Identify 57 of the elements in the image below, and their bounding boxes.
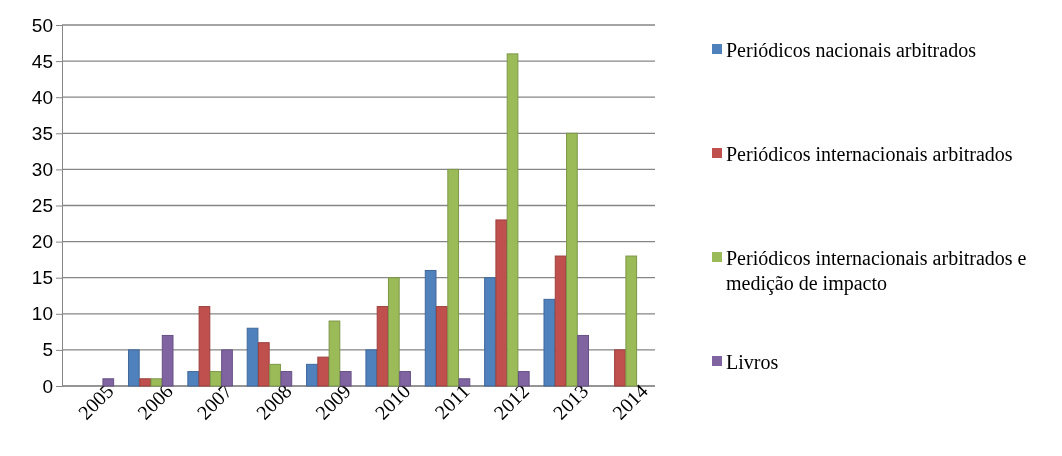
bar [543, 298, 556, 387]
bar [458, 378, 471, 387]
bar [387, 277, 400, 387]
bar [517, 371, 530, 387]
bar [554, 255, 567, 387]
y-tick-label: 30 [31, 158, 53, 180]
x-tick-label: 2010 [370, 379, 415, 424]
bar [399, 371, 411, 387]
bar [424, 269, 437, 387]
legend-label: Livros [726, 351, 779, 373]
bar [139, 378, 151, 387]
y-tick-label: 0 [42, 375, 53, 397]
x-tick-label: 2011 [430, 379, 474, 423]
bar [198, 306, 211, 387]
bar [187, 371, 200, 387]
bar [447, 168, 460, 387]
bar [317, 356, 330, 387]
bar [246, 327, 259, 387]
bar [506, 53, 519, 387]
bar [376, 306, 389, 387]
y-tick-label: 50 [31, 14, 53, 36]
bar [365, 349, 378, 387]
x-tick-label: 2013 [548, 379, 593, 424]
bar [436, 306, 448, 387]
x-tick-label: 2012 [489, 379, 534, 424]
y-tick-label: 25 [31, 195, 53, 217]
bar [150, 378, 163, 387]
bar [257, 342, 270, 387]
bar [269, 363, 281, 387]
y-tick-label: 40 [31, 86, 53, 108]
x-tick-label: 2007 [192, 379, 237, 424]
bar [221, 349, 233, 387]
bar [484, 277, 496, 387]
x-tick-label: 2006 [133, 379, 177, 424]
y-tick-label: 35 [31, 122, 53, 144]
x-tick-label: 2009 [311, 379, 355, 424]
legend-label: Periódicos nacionais arbitrados [726, 39, 977, 61]
bar [127, 349, 140, 387]
bar [339, 371, 352, 387]
legend-label: Periódicos internacionais arbitrados [726, 143, 1013, 165]
bar [306, 363, 318, 387]
x-tick-label: 2005 [73, 379, 118, 424]
bar [495, 219, 508, 387]
bar [102, 378, 115, 387]
y-tick-label: 45 [31, 50, 53, 72]
y-tick-label: 20 [31, 231, 53, 253]
bar [566, 132, 578, 387]
bar [328, 320, 341, 387]
bar [209, 371, 222, 387]
x-tick-label: 2008 [251, 379, 296, 424]
y-tick-label: 15 [31, 267, 53, 289]
bar [577, 334, 590, 387]
legend-label: Periódicos internacionais arbitrados e medição de impacto [726, 247, 1027, 295]
y-tick-label: 10 [31, 303, 53, 325]
bar [280, 371, 293, 387]
bar [161, 334, 174, 387]
y-tick-label: 5 [42, 339, 53, 361]
